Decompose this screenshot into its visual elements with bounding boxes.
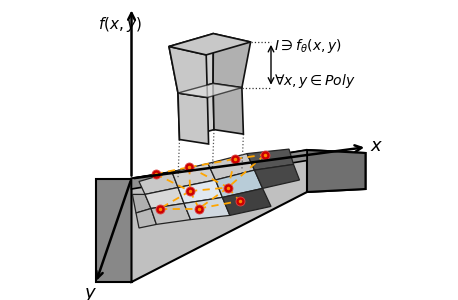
Polygon shape xyxy=(172,164,216,188)
Text: $x$: $x$ xyxy=(370,137,383,155)
Polygon shape xyxy=(255,164,300,188)
Polygon shape xyxy=(169,46,207,98)
Polygon shape xyxy=(151,203,191,224)
Polygon shape xyxy=(139,172,178,194)
Polygon shape xyxy=(131,150,307,189)
Polygon shape xyxy=(132,194,151,213)
Polygon shape xyxy=(216,170,262,197)
Polygon shape xyxy=(184,197,230,220)
Polygon shape xyxy=(136,208,156,228)
Polygon shape xyxy=(178,83,214,140)
Polygon shape xyxy=(169,34,213,93)
Text: $\forall x, y \in Poly$: $\forall x, y \in Poly$ xyxy=(274,72,355,90)
Polygon shape xyxy=(213,34,251,88)
Text: $y$: $y$ xyxy=(84,286,97,300)
Polygon shape xyxy=(96,178,131,282)
Polygon shape xyxy=(178,93,208,144)
Polygon shape xyxy=(213,83,243,134)
Polygon shape xyxy=(169,34,251,55)
Polygon shape xyxy=(208,154,255,180)
Polygon shape xyxy=(178,180,223,203)
Polygon shape xyxy=(178,83,242,98)
Polygon shape xyxy=(131,150,365,282)
Polygon shape xyxy=(223,188,271,215)
Text: $I \ni f_{\theta}(x,y)$: $I \ni f_{\theta}(x,y)$ xyxy=(274,37,342,55)
Polygon shape xyxy=(145,188,184,208)
Polygon shape xyxy=(307,150,365,192)
Text: $f(x,y)$: $f(x,y)$ xyxy=(98,14,142,34)
Polygon shape xyxy=(247,149,294,170)
